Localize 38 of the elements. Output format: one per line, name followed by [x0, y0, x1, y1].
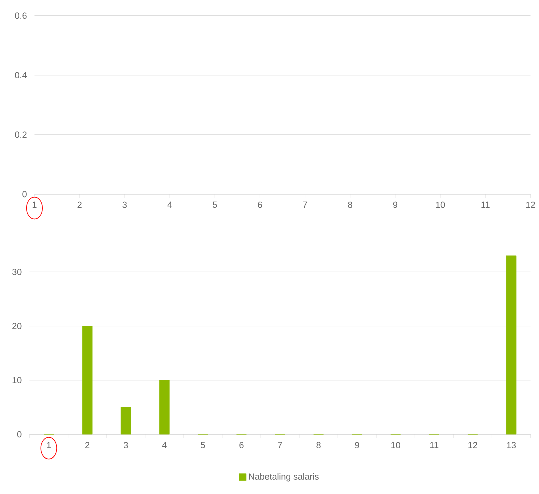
x-tick-label: 8 [316, 442, 321, 449]
x-tick-label: 7 [278, 442, 282, 448]
y-tick-label: 10 [12, 377, 22, 384]
bar [82, 326, 93, 435]
x-tick-label: 2 [78, 202, 82, 208]
y-tick-label: 0.6 [15, 12, 27, 19]
x-tick-label: 4 [168, 202, 172, 208]
bar [120, 407, 132, 435]
x-tick-label: 3 [122, 202, 127, 208]
x-tick-label: 2 [86, 442, 90, 448]
x-tick-label: 9 [393, 202, 398, 208]
x-tick-label: 6 [240, 442, 244, 449]
x-tick-label: 3 [124, 442, 128, 449]
x-tick-label: 4 [162, 442, 167, 448]
x-tick-label: 8 [348, 202, 352, 208]
y-tick-label: 0 [22, 191, 27, 198]
bar [159, 380, 170, 435]
x-tick-label: 5 [201, 442, 206, 448]
x-tick-label: 7 [303, 202, 308, 208]
x-tick-label: 10 [436, 202, 446, 208]
x-tick-label: 13 [507, 442, 516, 449]
x-tick-label: 12 [468, 442, 478, 448]
legend-label: Nabetaling salaris [249, 473, 319, 482]
y-tick-label: 0.4 [15, 72, 27, 79]
y-tick-label: 30 [12, 269, 22, 276]
x-tick-label: 10 [392, 442, 400, 449]
x-tick-label: 12 [526, 202, 536, 208]
x-tick-label: 6 [258, 202, 262, 208]
x-tick-label: 9 [355, 442, 360, 449]
bar [506, 256, 517, 435]
x-tick-label: 5 [212, 202, 218, 208]
x-tick-label: 1 [47, 442, 52, 448]
x-tick-label: 11 [482, 202, 490, 208]
x-tick-label: 11 [430, 442, 439, 448]
x-tick-label: 1 [32, 202, 37, 208]
y-tick-label: 0 [17, 431, 22, 438]
y-tick-label: 20 [12, 323, 22, 330]
y-tick-label: 0.2 [15, 132, 27, 138]
